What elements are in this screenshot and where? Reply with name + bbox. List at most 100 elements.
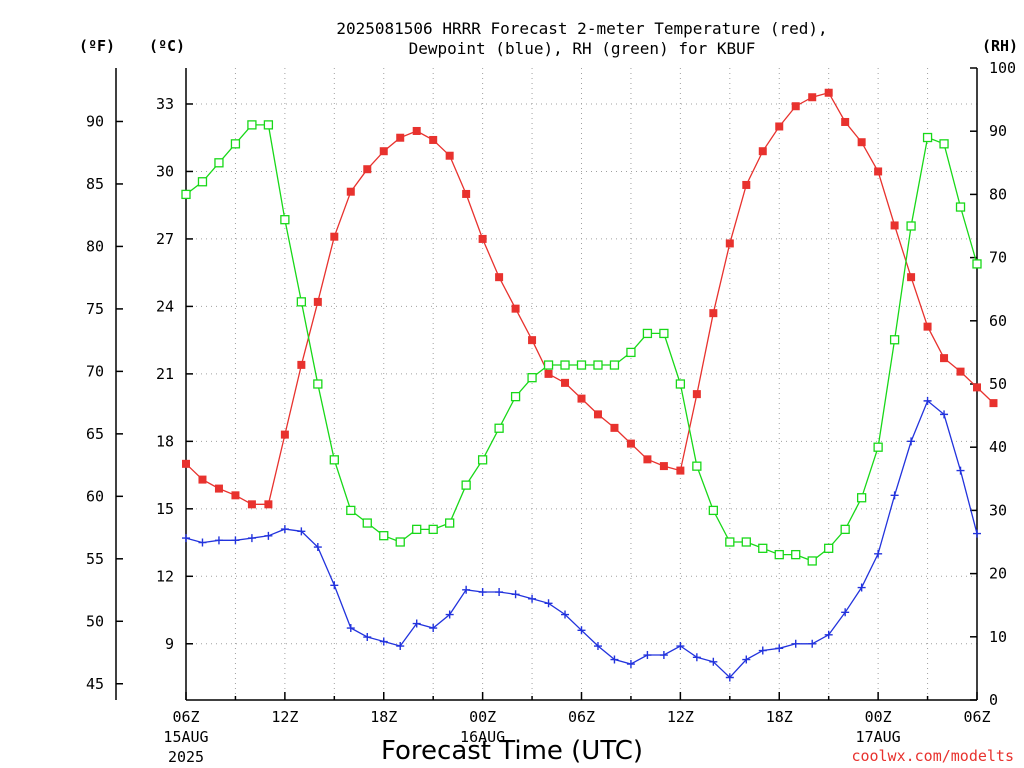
time-tick-label: 00Z [865, 708, 892, 726]
rh-point [510, 391, 521, 402]
2-meter-temperature-point [742, 180, 751, 189]
dewpoint-point [775, 644, 784, 653]
celsius-tick-label: 18 [156, 432, 174, 450]
2-meter-temperature-point [676, 466, 685, 475]
celsius-tick-label: 15 [156, 500, 174, 518]
rh-tick-label: 60 [989, 312, 1007, 330]
dewpoint-point [593, 642, 602, 651]
2-meter-temperature-point [824, 88, 833, 97]
rh-point [774, 549, 784, 560]
rh-point [362, 518, 372, 528]
2-meter-temperature-point [659, 462, 668, 471]
dewpoint-point [709, 657, 718, 666]
rh-point [263, 120, 274, 130]
rh-unit-label: (RH) [982, 37, 1018, 55]
dewpoint-point [544, 599, 553, 608]
rh-point [758, 543, 768, 553]
2-meter-temperature-point [775, 122, 784, 131]
2-meter-temperature-point [214, 484, 223, 493]
fahrenheit-tick-label: 75 [86, 300, 104, 318]
dewpoint-point [940, 410, 949, 419]
rh-point [692, 461, 702, 471]
rh-point [873, 442, 883, 452]
celsius-tick-label: 24 [156, 297, 174, 315]
rh-point [329, 455, 339, 465]
rh-tick-label: 20 [989, 565, 1007, 583]
rh-tick-label: 40 [989, 438, 1007, 456]
2-meter-temperature-point [330, 232, 339, 241]
dewpoint-point [577, 626, 586, 635]
time-tick-label: 06Z [963, 708, 990, 726]
credit-text: coolwx.com/modelts [851, 747, 1014, 765]
rh-tick-label: 100 [989, 59, 1016, 77]
rh-point [675, 379, 686, 389]
date-label: 15AUG [163, 728, 208, 746]
2-meter-temperature-point [973, 383, 981, 392]
fahrenheit-tick-label: 50 [86, 612, 104, 630]
2-meter-temperature-point [198, 475, 207, 484]
celsius-tick-label: 21 [156, 365, 174, 383]
rh-point [346, 505, 356, 516]
time-tick-label: 06Z [568, 708, 595, 726]
rh-point [659, 328, 669, 339]
2-meter-temperature-point [989, 399, 998, 408]
rh-point [922, 132, 933, 143]
2-meter-temperature-point [478, 234, 487, 243]
fahrenheit-tick-label: 85 [86, 175, 104, 193]
time-tick-label: 12Z [271, 708, 298, 726]
rh-point [181, 189, 191, 200]
2-meter-temperature-point [956, 367, 965, 376]
fahrenheit-tick-label: 55 [86, 550, 104, 568]
2-meter-temperature-point [890, 221, 899, 230]
2-meter-temperature-point [610, 423, 619, 432]
celsius-tick-label: 12 [156, 567, 174, 585]
2-meter-temperature-point [725, 239, 734, 248]
2-meter-temperature-point [528, 336, 537, 345]
date-label: 17AUG [856, 728, 901, 746]
2-meter-temperature-point [626, 439, 635, 448]
rh-point [708, 505, 718, 516]
tick-label-layer: 45 50 55 60 65 70 75 80 85 90 9 12 15 18 21 24 27 30 33 0 10… [86, 59, 1016, 766]
celsius-tick-label: 33 [156, 95, 174, 113]
dewpoint-point [429, 624, 438, 633]
dewpoint-point [742, 655, 751, 664]
dewpoint-point [841, 608, 850, 617]
rh-tick-label: 10 [989, 628, 1007, 646]
rh-point [889, 335, 900, 345]
dewpoint-point [330, 581, 339, 590]
dewpoint-point [462, 585, 471, 594]
celsius-tick-label: 9 [165, 635, 174, 653]
dewpoint-line [185, 399, 978, 679]
rh-point [840, 524, 850, 535]
2-meter-temperature-point [445, 151, 454, 160]
dewpoint-point [725, 673, 734, 682]
grid-layer [186, 68, 977, 700]
rh-point [576, 360, 587, 370]
dewpoint-point [610, 655, 619, 664]
dewpoint-point [445, 610, 454, 619]
2-meter-temperature-point [808, 93, 817, 102]
dewpoint-point [676, 642, 685, 651]
dewpoint-point [264, 531, 273, 540]
rh-tick-label: 80 [989, 185, 1007, 203]
rh-point [445, 518, 455, 528]
2-meter-temperature-point [511, 304, 520, 313]
2-meter-temperature-point [182, 459, 190, 468]
dewpoint-point [396, 642, 405, 651]
rh-point [543, 360, 554, 370]
rh-point [791, 549, 801, 560]
rh-point [280, 215, 290, 225]
2-meter-temperature-point [692, 390, 701, 399]
2-meter-temperature-point [346, 187, 355, 196]
rh-point [856, 493, 867, 503]
rh-point [527, 373, 537, 383]
x-axis-title: Forecast Time (UTC) [381, 736, 643, 766]
dewpoint-point [528, 594, 537, 603]
rh-point [593, 360, 603, 370]
dewpoint-point [363, 633, 372, 642]
series-layer [181, 88, 998, 682]
2-meter-temperature-point [923, 322, 932, 331]
fahrenheit-tick-label: 65 [86, 425, 104, 443]
rh-point [807, 556, 817, 566]
